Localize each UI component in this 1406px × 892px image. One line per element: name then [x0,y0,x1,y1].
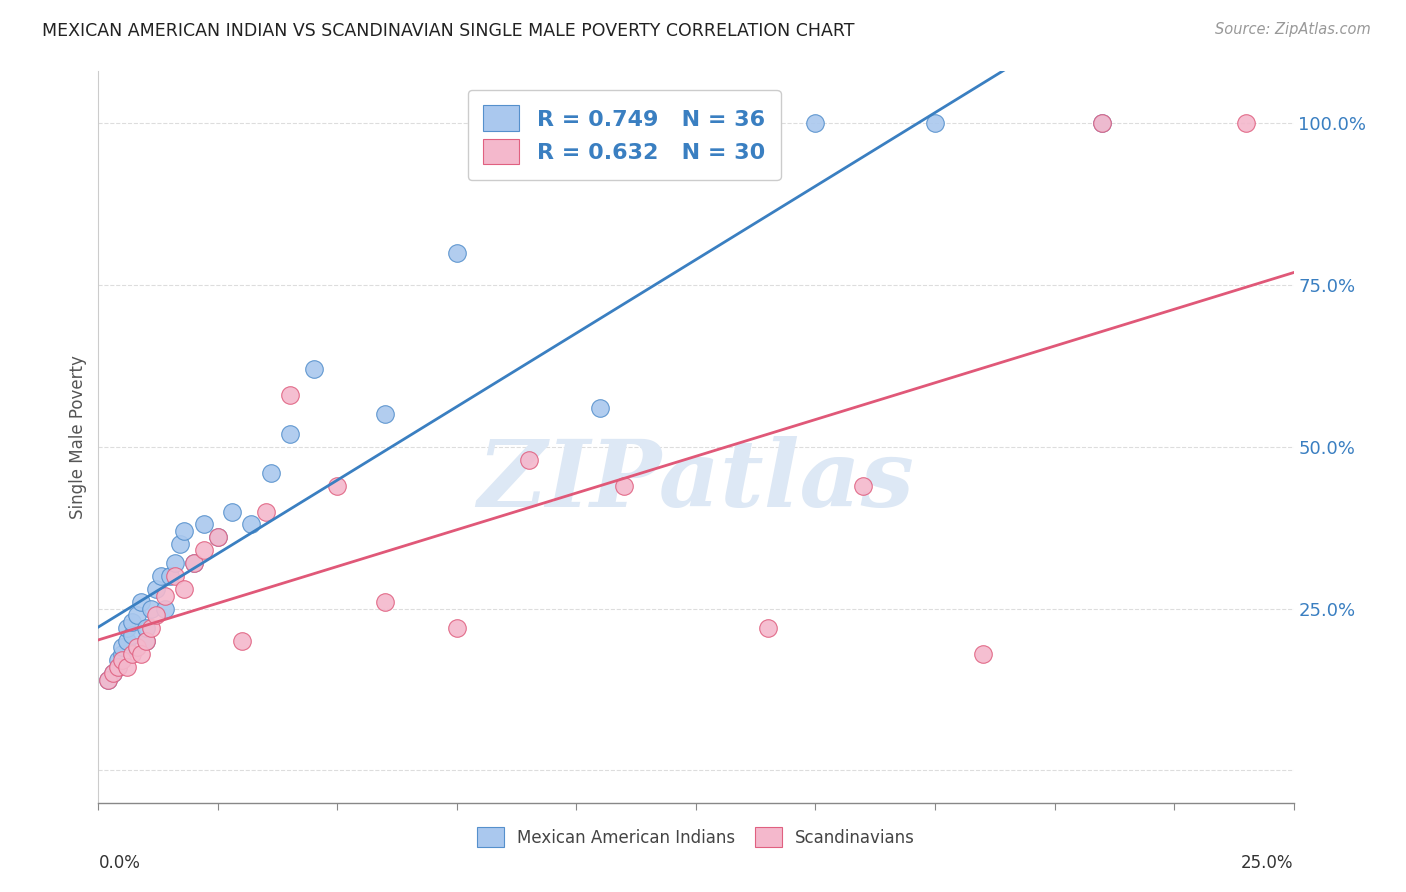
Point [589,401,612,415]
Point [163,557,186,571]
Point [145,608,167,623]
Y-axis label: Single Male Poverty: Single Male Poverty [69,355,87,519]
Point [183,557,205,571]
Point [278,388,301,402]
Point [135,621,157,635]
Point [278,426,301,441]
Point [121,647,143,661]
Point [207,530,229,544]
Text: 25.0%: 25.0% [1241,854,1294,872]
Point [125,640,148,655]
Point [374,595,396,609]
Point [804,116,827,130]
Point [139,601,162,615]
Point [254,504,277,518]
Point [107,653,129,667]
Text: ZIPatlas: ZIPatlas [478,436,914,526]
Point [115,621,138,635]
Point [149,569,172,583]
Point [139,621,162,635]
Point [326,478,349,492]
Point [193,517,215,532]
Point [155,601,177,615]
Point [1234,116,1257,130]
Point [111,640,134,655]
Point [972,647,994,661]
Point [107,660,129,674]
Point [115,634,138,648]
Point [221,504,243,518]
Point [1091,116,1114,130]
Legend: Mexican American Indians, Scandinavians: Mexican American Indians, Scandinavians [467,817,925,856]
Point [121,615,143,629]
Point [97,673,120,687]
Point [852,478,875,492]
Point [924,116,946,130]
Text: 0.0%: 0.0% [98,854,141,872]
Point [207,530,229,544]
Point [131,647,153,661]
Point [131,595,153,609]
Point [183,557,205,571]
Point [155,589,177,603]
Point [517,452,540,467]
Point [159,569,181,583]
Point [163,569,186,583]
Point [756,621,779,635]
Point [135,634,157,648]
Point [240,517,263,532]
Point [107,660,129,674]
Point [173,524,195,538]
Text: Source: ZipAtlas.com: Source: ZipAtlas.com [1215,22,1371,37]
Point [173,582,195,597]
Point [169,537,191,551]
Point [374,408,396,422]
Point [1091,116,1114,130]
Point [231,634,253,648]
Point [135,634,157,648]
Point [101,666,124,681]
Point [115,660,138,674]
Point [446,245,468,260]
Point [145,582,167,597]
Point [613,478,636,492]
Point [97,673,120,687]
Point [446,621,468,635]
Point [101,666,124,681]
Point [302,362,325,376]
Point [121,627,143,641]
Point [111,647,134,661]
Point [125,608,148,623]
Point [259,466,281,480]
Text: MEXICAN AMERICAN INDIAN VS SCANDINAVIAN SINGLE MALE POVERTY CORRELATION CHART: MEXICAN AMERICAN INDIAN VS SCANDINAVIAN … [42,22,855,40]
Point [111,653,134,667]
Point [193,543,215,558]
